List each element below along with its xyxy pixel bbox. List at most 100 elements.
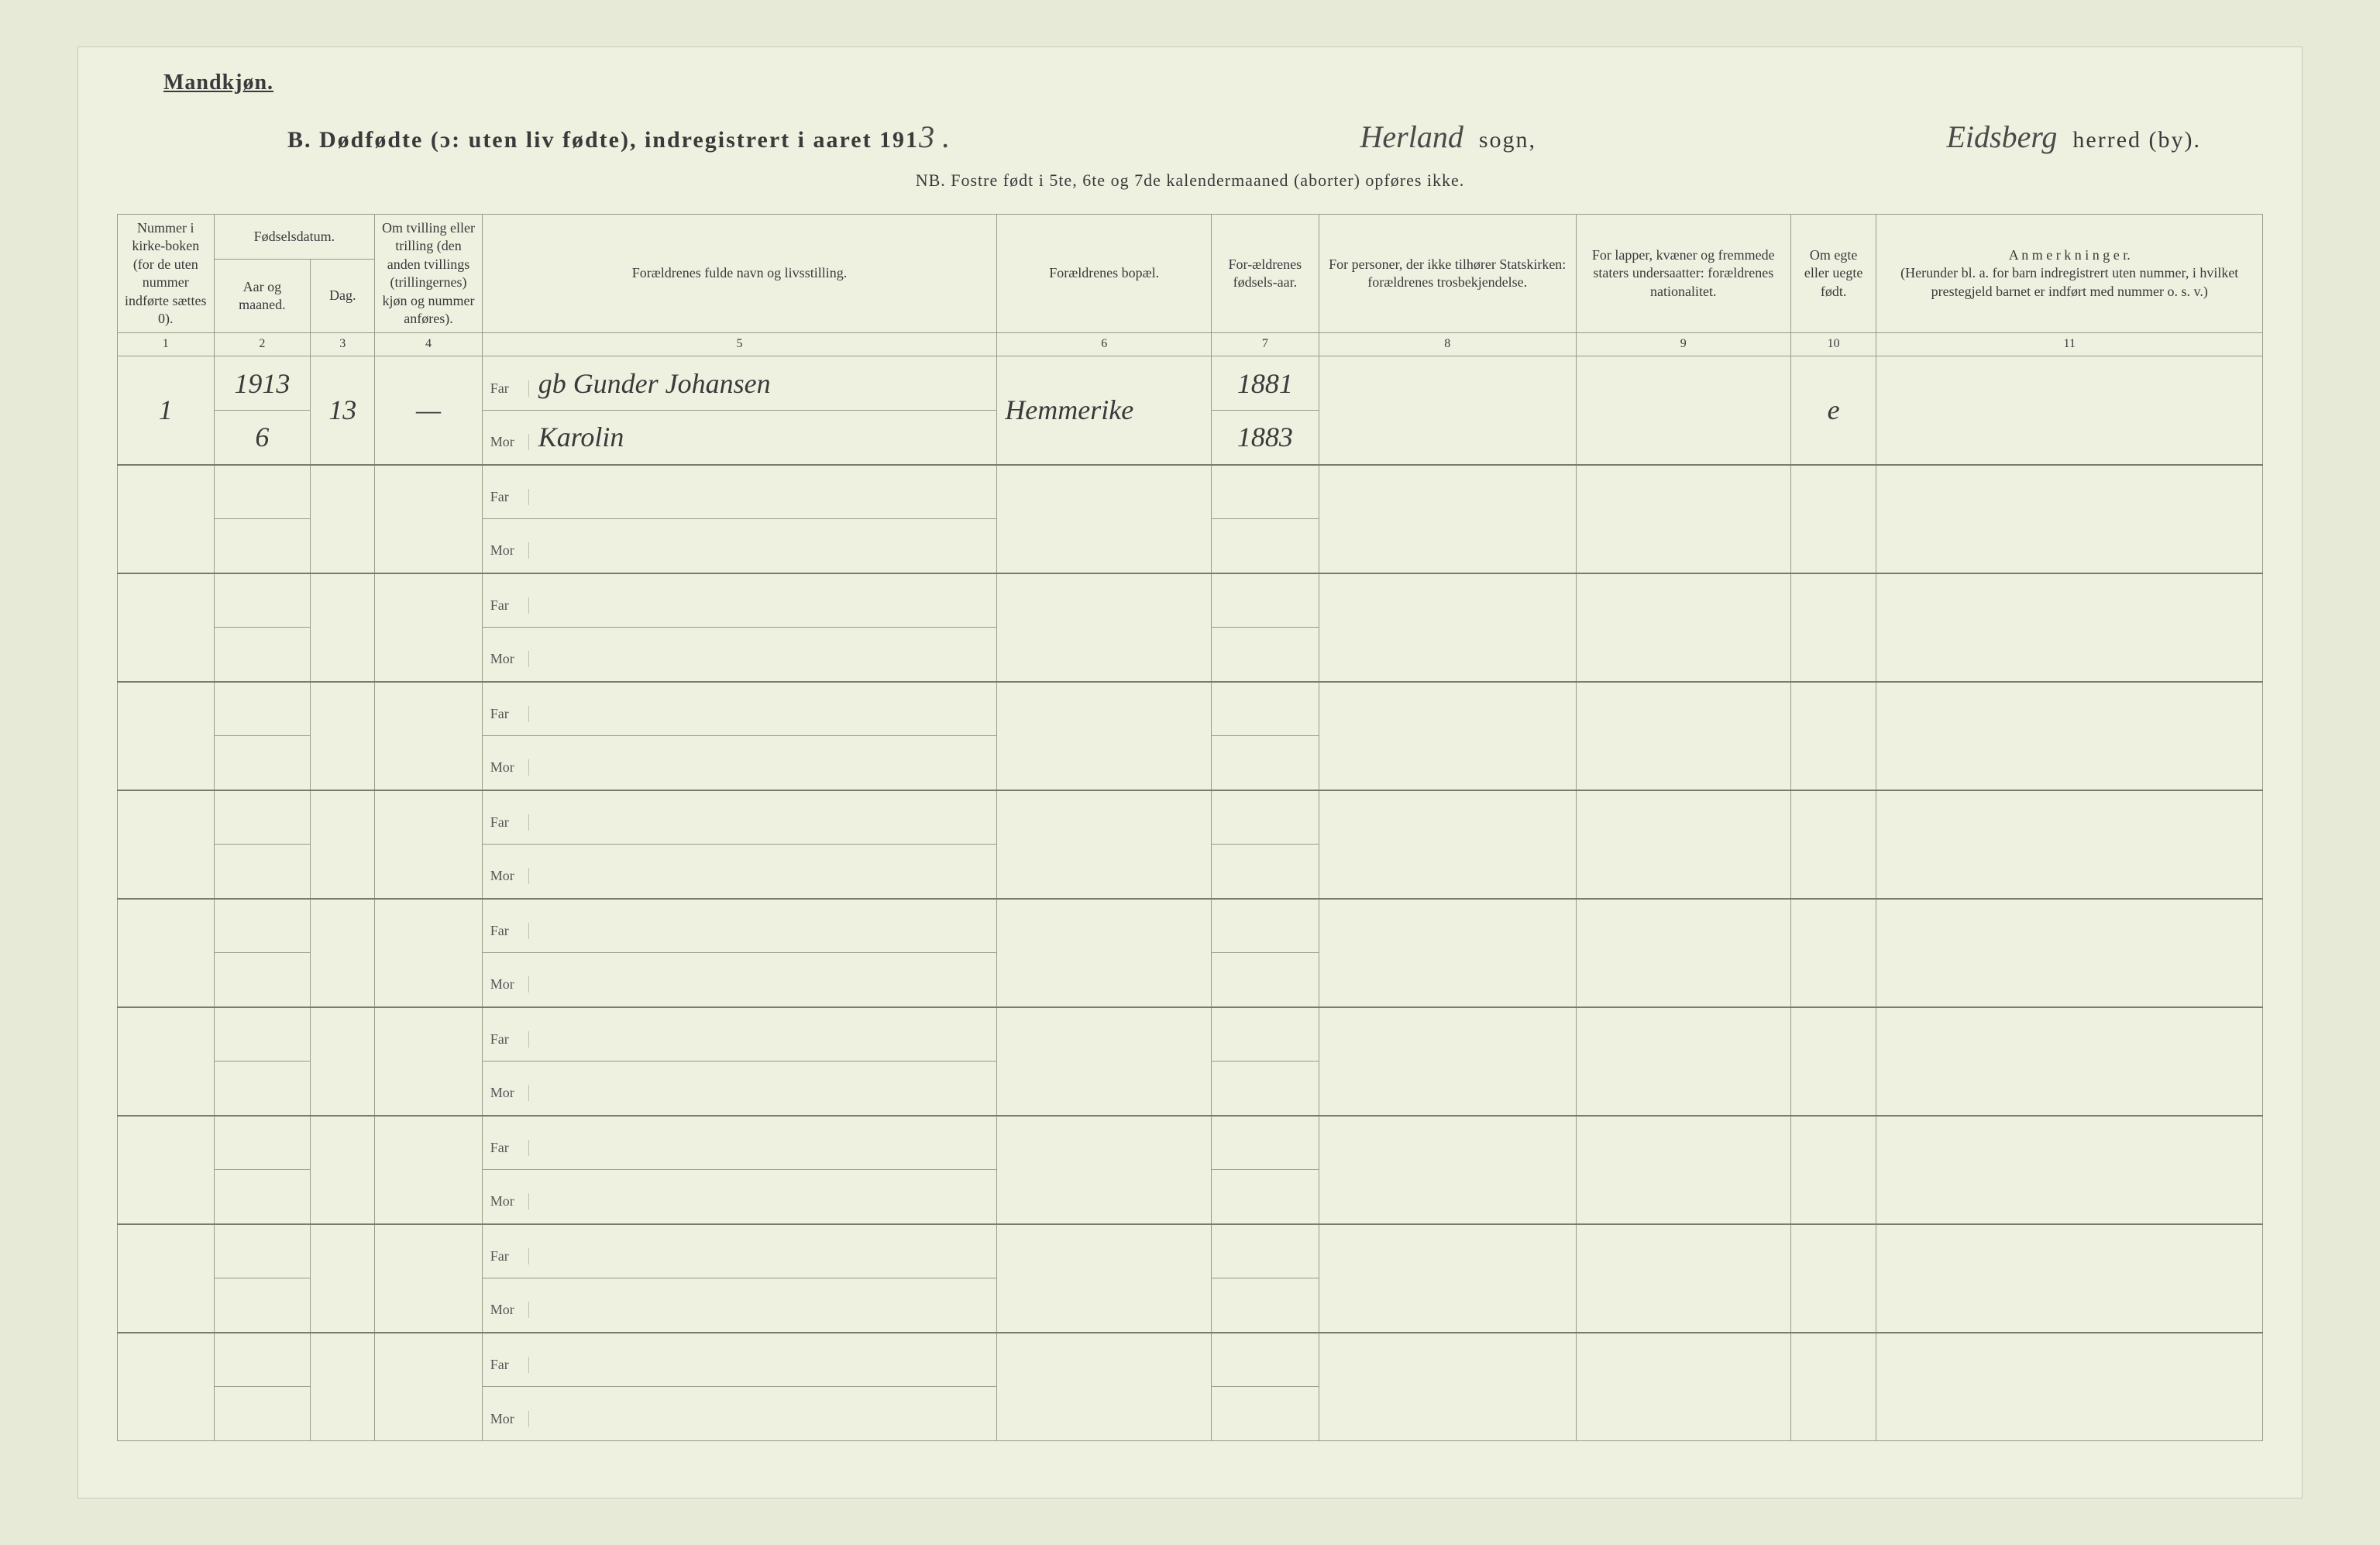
- mor-label: Mor: [490, 542, 529, 559]
- cell-confession: [1319, 790, 1576, 899]
- cell-num: [118, 1116, 215, 1224]
- col-11a: A n m e r k n i n g e r.: [2009, 247, 2131, 263]
- cell-legit: [1790, 573, 1876, 682]
- mor-label: Mor: [490, 976, 529, 993]
- cell-confession: [1319, 1116, 1576, 1224]
- mor-label: Mor: [490, 759, 529, 776]
- col-1a: Nummer i kirke-boken: [132, 220, 199, 253]
- cell-remarks: [1876, 1333, 2263, 1441]
- cell-legit: [1790, 1224, 1876, 1333]
- cell-remarks: [1876, 899, 2263, 1007]
- cell-far-name: Far: [482, 1116, 997, 1170]
- cell-num: [118, 573, 215, 682]
- cell-nationality: [1576, 1333, 1790, 1441]
- cell-month: [214, 845, 311, 899]
- colnum-7: 7: [1212, 333, 1319, 356]
- mor-name-value: Karolin: [538, 422, 624, 452]
- cell-confession: [1319, 573, 1576, 682]
- cell-far-name: Fargb Gunder Johansen: [482, 356, 997, 411]
- cell-mor-birth: [1212, 1170, 1319, 1224]
- cell-day: [311, 1224, 375, 1333]
- far-name-value: gb Gunder Johansen: [538, 368, 771, 399]
- cell-mor-name: Mor: [482, 1387, 997, 1441]
- cell-mor-name: Mor: [482, 845, 997, 899]
- cell-confession: [1319, 356, 1576, 465]
- cell-twin: [375, 790, 482, 899]
- cell-confession: [1319, 1007, 1576, 1116]
- far-label: Far: [490, 1031, 529, 1048]
- cell-residence: [997, 1333, 1212, 1441]
- far-label: Far: [490, 1248, 529, 1265]
- cell-month: [214, 953, 311, 1007]
- cell-day: [311, 790, 375, 899]
- cell-remarks: [1876, 790, 2263, 899]
- table-row: Far: [118, 899, 2263, 953]
- cell-month: [214, 1170, 311, 1224]
- col-8-header: For personer, der ikke tilhører Statskir…: [1319, 215, 1576, 333]
- cell-year: [214, 465, 311, 519]
- gender-label: Mandkjøn.: [163, 71, 2263, 95]
- colnum-3: 3: [311, 333, 375, 356]
- sogn-handwritten: Herland: [1360, 119, 1463, 155]
- table-row: Far: [118, 1224, 2263, 1278]
- herred-handwritten: Eidsberg: [1946, 119, 2057, 155]
- cell-month: 6: [214, 411, 311, 465]
- cell-num: [118, 899, 215, 1007]
- cell-residence: [997, 790, 1212, 899]
- cell-year: [214, 790, 311, 845]
- cell-mor-birth: [1212, 845, 1319, 899]
- year-handwritten: 3 .: [919, 119, 950, 154]
- cell-confession: [1319, 1333, 1576, 1441]
- colnum-2: 2: [214, 333, 311, 356]
- col-11-header: A n m e r k n i n g e r. (Herunder bl. a…: [1876, 215, 2263, 333]
- table-row: Far: [118, 1116, 2263, 1170]
- cell-far-birth: 1881: [1212, 356, 1319, 411]
- cell-mor-birth: [1212, 1278, 1319, 1333]
- table-row: Far: [118, 682, 2263, 736]
- cell-far-name: Far: [482, 682, 997, 736]
- sogn-block: Herland sogn,: [1360, 119, 1537, 155]
- cell-far-birth: [1212, 465, 1319, 519]
- cell-residence: [997, 1116, 1212, 1224]
- herred-label: herred (by).: [2072, 127, 2201, 153]
- cell-legit: [1790, 899, 1876, 1007]
- cell-mor-name: Mor: [482, 1170, 997, 1224]
- cell-residence: [997, 899, 1212, 1007]
- mor-label: Mor: [490, 651, 529, 667]
- mor-label: Mor: [490, 434, 529, 450]
- far-label: Far: [490, 923, 529, 939]
- cell-month: [214, 1062, 311, 1116]
- cell-legit: [1790, 1007, 1876, 1116]
- cell-mor-birth: [1212, 736, 1319, 790]
- cell-far-birth: [1212, 1224, 1319, 1278]
- cell-twin: —: [375, 356, 482, 465]
- far-label: Far: [490, 1357, 529, 1373]
- cell-nationality: [1576, 356, 1790, 465]
- cell-num: [118, 682, 215, 790]
- col-10-header: Om egte eller uegte født.: [1790, 215, 1876, 333]
- col-3-header: Dag.: [311, 260, 375, 333]
- cell-far-birth: [1212, 1333, 1319, 1387]
- cell-legit: [1790, 1333, 1876, 1441]
- sogn-label: sogn,: [1479, 127, 1536, 153]
- cell-nationality: [1576, 573, 1790, 682]
- cell-nationality: [1576, 899, 1790, 1007]
- cell-remarks: [1876, 465, 2263, 573]
- table-row: Far: [118, 465, 2263, 519]
- cell-day: [311, 1116, 375, 1224]
- col-2-header: Aar og maaned.: [214, 260, 311, 333]
- col-5-header: Forældrenes fulde navn og livsstilling.: [482, 215, 997, 333]
- cell-legit: [1790, 465, 1876, 573]
- cell-year: [214, 1224, 311, 1278]
- cell-nationality: [1576, 682, 1790, 790]
- col-6-header: Forældrenes bopæl.: [997, 215, 1212, 333]
- column-number-row: 1 2 3 4 5 6 7 8 9 10 11: [118, 333, 2263, 356]
- mor-label: Mor: [490, 1085, 529, 1101]
- cell-confession: [1319, 899, 1576, 1007]
- cell-twin: [375, 1116, 482, 1224]
- cell-far-name: Far: [482, 790, 997, 845]
- cell-remarks: [1876, 1007, 2263, 1116]
- table-body: 1191313—Fargb Gunder JohansenHemmerike18…: [118, 356, 2263, 1441]
- nb-note: NB. Fostre født i 5te, 6te og 7de kalend…: [117, 170, 2263, 191]
- title-prefix: B. Dødfødte (ɔ: uten liv fødte), indregi…: [287, 127, 919, 153]
